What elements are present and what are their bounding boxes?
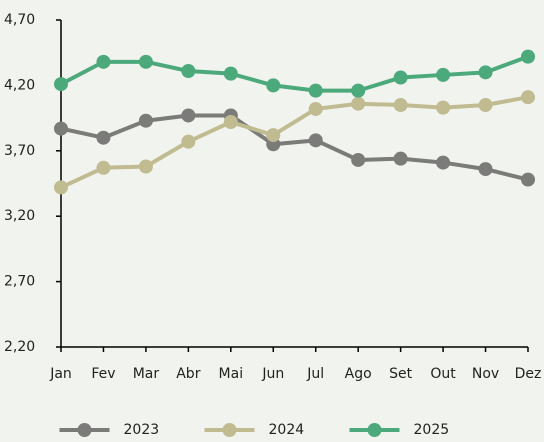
y-tick-label: 4,20 (4, 77, 35, 93)
point (54, 180, 68, 195)
legend-label: 2024 (269, 422, 305, 438)
point (436, 155, 451, 170)
point (96, 54, 111, 69)
point (181, 64, 196, 79)
y-tick-label: 3,70 (4, 143, 35, 159)
legend-label: 2023 (124, 422, 160, 438)
point (521, 49, 535, 64)
x-tick-label: Nov (472, 366, 499, 382)
point (138, 159, 153, 174)
point (308, 101, 323, 116)
point (351, 152, 366, 167)
point (478, 65, 493, 80)
y-tick-label: 2,70 (4, 274, 35, 290)
point (351, 83, 366, 98)
point (266, 78, 281, 93)
point (436, 100, 451, 115)
point (478, 98, 493, 113)
series-line (60, 95, 529, 190)
point (223, 66, 238, 81)
legend-marker (222, 423, 237, 437)
point (96, 160, 111, 175)
legend-label: 2025 (414, 422, 450, 438)
series-line (60, 113, 529, 182)
x-tick-label: Dez (515, 366, 542, 382)
point (393, 98, 408, 113)
series-line (60, 54, 529, 93)
point (521, 172, 535, 187)
point (54, 121, 68, 136)
x-tick-label: Jan (49, 366, 72, 382)
point (351, 96, 366, 111)
point (138, 54, 153, 69)
point (266, 128, 281, 143)
point (223, 115, 238, 130)
y-tick-label: 3,20 (4, 208, 35, 224)
legend-marker (77, 423, 92, 437)
point (521, 90, 535, 105)
point (393, 70, 408, 85)
point (54, 77, 68, 92)
point (308, 83, 323, 98)
x-tick-label: Ago (345, 366, 372, 382)
point (478, 162, 493, 177)
point (181, 108, 196, 123)
point (96, 130, 111, 145)
y-tick-label: 4,70 (4, 12, 35, 28)
x-tick-label: Jul (306, 366, 324, 382)
point (436, 67, 451, 82)
x-tick-label: Fev (91, 366, 115, 382)
x-tick-label: Jun (261, 366, 284, 382)
y-tick-label: 2,20 (4, 339, 35, 355)
point (393, 151, 408, 166)
point (181, 134, 196, 149)
x-tick-label: Out (430, 366, 456, 382)
x-tick-label: Abr (176, 366, 200, 382)
x-tick-label: Set (389, 366, 413, 382)
x-tick-label: Mar (133, 366, 160, 382)
legend-marker (367, 423, 382, 437)
point (308, 133, 323, 148)
point (138, 113, 153, 128)
x-tick-label: Mai (219, 366, 244, 382)
